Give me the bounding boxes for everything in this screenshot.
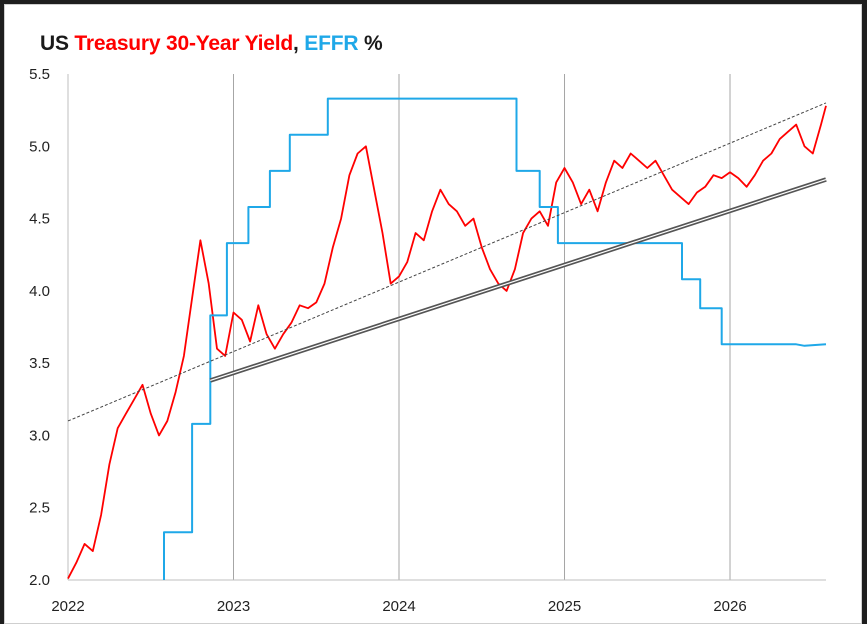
y-tick-label-3.0: 3.0 <box>29 427 50 444</box>
y-tick-label-2.0: 2.0 <box>29 572 50 589</box>
title-unit: % <box>358 32 383 55</box>
y-tick-label-5.0: 5.0 <box>29 138 50 155</box>
x-tick-label-2025: 2025 <box>548 598 581 615</box>
y-tick-label-4.5: 4.5 <box>29 211 50 228</box>
y-tick-label-3.5: 3.5 <box>29 355 50 372</box>
trendline-solid-inner <box>210 178 827 382</box>
y-tick-label-4.0: 4.0 <box>29 283 50 300</box>
x-tick-label-2024: 2024 <box>382 598 415 615</box>
x-tick-label-2023: 2023 <box>217 598 250 615</box>
x-tick-label-2022: 2022 <box>51 598 84 615</box>
trendline-dashed <box>67 102 827 422</box>
y-tick-label-5.5: 5.5 <box>29 66 50 83</box>
chart-frame <box>4 4 862 624</box>
title-yield-series: Treasury 30-Year Yield <box>74 32 294 55</box>
x-tick-label-2026: 2026 <box>713 598 746 615</box>
series-line-effr <box>163 97 827 580</box>
title-prefix: US <box>40 32 75 55</box>
title-effr-series: EFFR <box>304 32 359 55</box>
y-tick-label-2.5: 2.5 <box>29 500 50 517</box>
series-line-yield <box>67 105 827 580</box>
title-separator: , <box>293 32 305 55</box>
chart-title: US Treasury 30-Year Yield, EFFR % <box>40 32 383 56</box>
